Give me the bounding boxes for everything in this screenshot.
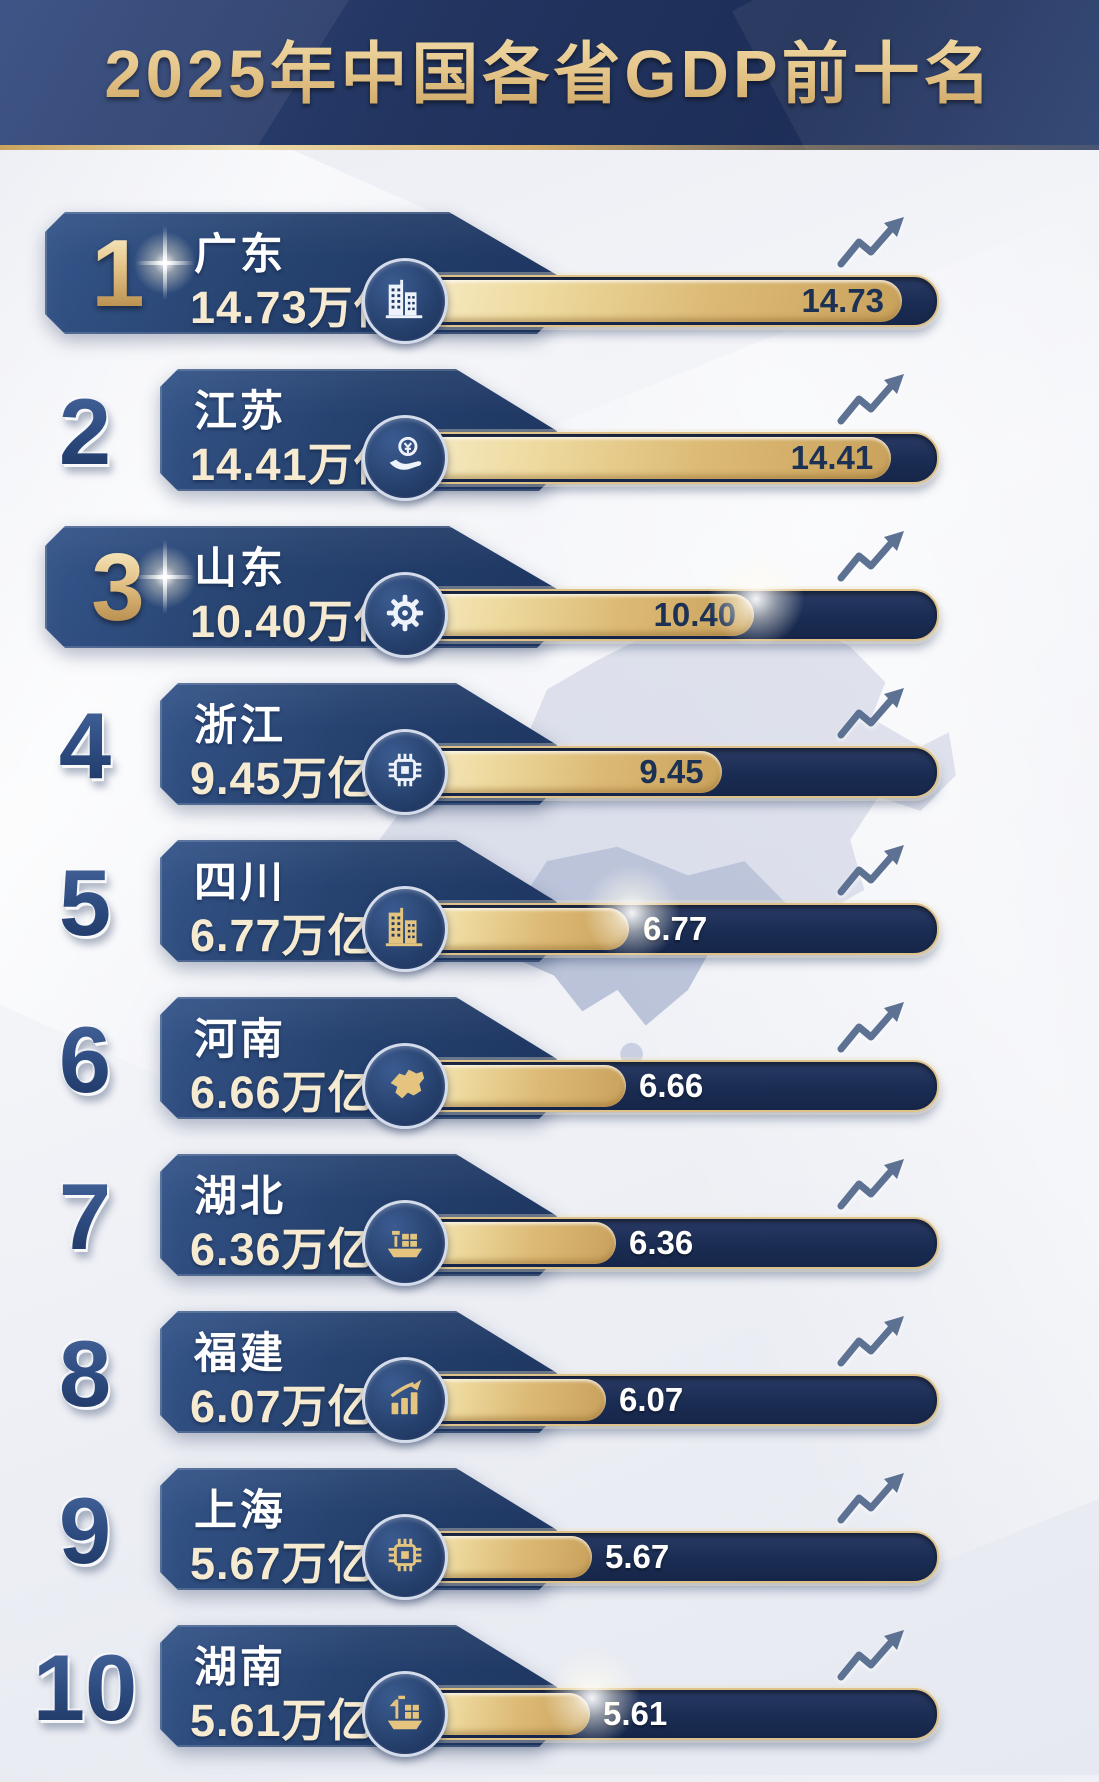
province-gdp-value: 6.66万亿: [190, 1067, 374, 1118]
header-gold-divider: [0, 145, 1099, 150]
buildings-icon: [382, 904, 428, 955]
gdp-bar-track: 5.67: [393, 1531, 939, 1583]
trend-up-arrow-icon: [837, 1473, 904, 1524]
bar-value-label: 6.77: [643, 910, 708, 947]
bar-value-label: 6.07: [619, 1381, 684, 1418]
bar-value-label: 6.66: [639, 1067, 704, 1104]
gdp-bar-track: 5.61: [393, 1688, 939, 1740]
trend-up-arrow-icon: [837, 845, 904, 896]
gdp-row-5: 5 四川 6.77万亿 6.77: [0, 840, 1099, 972]
gdp-bar-track: 9.45: [393, 746, 939, 798]
gdp-row-8: 8 福建 6.07万亿 6.07: [0, 1311, 1099, 1443]
category-icon-badge: [362, 729, 448, 815]
gdp-bar-track: 14.41: [393, 432, 939, 484]
bar-value-label: 10.40: [653, 596, 737, 633]
gdp-row-3: 3 山东 10.40万亿 10.40: [0, 526, 1099, 658]
page-title: 2025年中国各省GDP前十名: [0, 0, 1099, 150]
sparkle-decoration: [128, 226, 202, 300]
trend-up-arrow-icon: [837, 1630, 904, 1681]
bar-value-label: 14.41: [790, 439, 874, 476]
province-gdp-value: 6.77万亿: [190, 910, 374, 961]
rank-number: 2: [10, 385, 160, 479]
chip-icon: [382, 1532, 428, 1583]
rank-number: 4: [10, 699, 160, 793]
trend-up-arrow-icon: [837, 374, 904, 425]
sparkle-decoration: [128, 540, 202, 614]
rank-number: 8: [10, 1327, 160, 1421]
province-map-icon: [382, 1061, 428, 1112]
province-gdp-value: 5.67万亿: [190, 1538, 374, 1589]
gear-icon: [382, 590, 428, 641]
category-icon-badge: [362, 1200, 448, 1286]
gdp-bar-fill: 10.40: [398, 594, 755, 636]
trend-up-arrow-icon: [837, 217, 904, 268]
gdp-row-6: 6 河南 6.66万亿 6.66: [0, 997, 1099, 1129]
rank-number: 10: [10, 1641, 160, 1735]
coin-hand-icon: [382, 433, 428, 484]
buildings-icon: [382, 276, 428, 327]
ranking-list: 1 广东 14.73万亿 14.73 2 江苏 14.41万亿 14.41 3 山东 10.40万亿…: [0, 212, 1099, 1782]
gdp-bar-track: 10.40: [393, 589, 939, 641]
gdp-bar-track: 6.36: [393, 1217, 939, 1269]
category-icon-badge: [362, 886, 448, 972]
province-gdp-value: 9.45万亿: [190, 753, 374, 804]
bar-value-label: 9.45: [639, 753, 704, 790]
ship-icon: [382, 1689, 428, 1740]
gdp-row-7: 7 湖北 6.36万亿 6.36: [0, 1154, 1099, 1286]
province-name: 湖南: [194, 1644, 286, 1692]
rank-number: 6: [10, 1013, 160, 1107]
rank-number: 9: [10, 1484, 160, 1578]
gdp-row-1: 1 广东 14.73万亿 14.73: [0, 212, 1099, 344]
gdp-bar-track: 14.73: [393, 275, 939, 327]
trend-up-arrow-icon: [837, 1316, 904, 1367]
bar-value-label: 5.67: [605, 1538, 670, 1575]
category-icon-badge: [362, 258, 448, 344]
gdp-bar-fill: 14.73: [398, 280, 903, 322]
trend-up-arrow-icon: [837, 1002, 904, 1053]
rank-number: 7: [10, 1170, 160, 1264]
gdp-row-10: 10 湖南 5.61万亿 5.61: [0, 1625, 1099, 1757]
bar-value-label: 6.36: [629, 1224, 694, 1261]
gdp-row-2: 2 江苏 14.41万亿 14.41: [0, 369, 1099, 501]
trend-up-arrow-icon: [837, 688, 904, 739]
category-icon-badge: [362, 572, 448, 658]
category-icon-badge: [362, 415, 448, 501]
trend-up-arrow-icon: [837, 1159, 904, 1210]
bar-value-label: 5.61: [603, 1695, 668, 1732]
gdp-bar-track: 6.66: [393, 1060, 939, 1112]
gdp-bar-track: 6.77: [393, 903, 939, 955]
rank-number: 5: [10, 856, 160, 950]
bar-value-label: 14.73: [801, 282, 885, 319]
trend-up-arrow-icon: [837, 531, 904, 582]
province-name: 福建: [194, 1330, 286, 1378]
province-gdp-value: 6.36万亿: [190, 1224, 374, 1275]
category-icon-badge: [362, 1671, 448, 1757]
category-icon-badge: [362, 1514, 448, 1600]
province-gdp-value: 5.61万亿: [190, 1695, 374, 1746]
gdp-row-9: 9 上海 5.67万亿 5.67: [0, 1468, 1099, 1600]
gdp-bar-track: 6.07: [393, 1374, 939, 1426]
gdp-row-4: 4 浙江 9.45万亿 9.45: [0, 683, 1099, 815]
province-name: 湖北: [194, 1173, 286, 1221]
province-gdp-value: 6.07万亿: [190, 1381, 374, 1432]
header-banner: 2025年中国各省GDP前十名: [0, 0, 1099, 150]
category-icon-badge: [362, 1043, 448, 1129]
chip-icon: [382, 747, 428, 798]
cargo-ship-icon: [382, 1218, 428, 1269]
category-icon-badge: [362, 1357, 448, 1443]
province-name: 上海: [194, 1487, 286, 1535]
gdp-bar-fill: 14.41: [398, 437, 892, 479]
growth-chart-icon: [382, 1375, 428, 1426]
